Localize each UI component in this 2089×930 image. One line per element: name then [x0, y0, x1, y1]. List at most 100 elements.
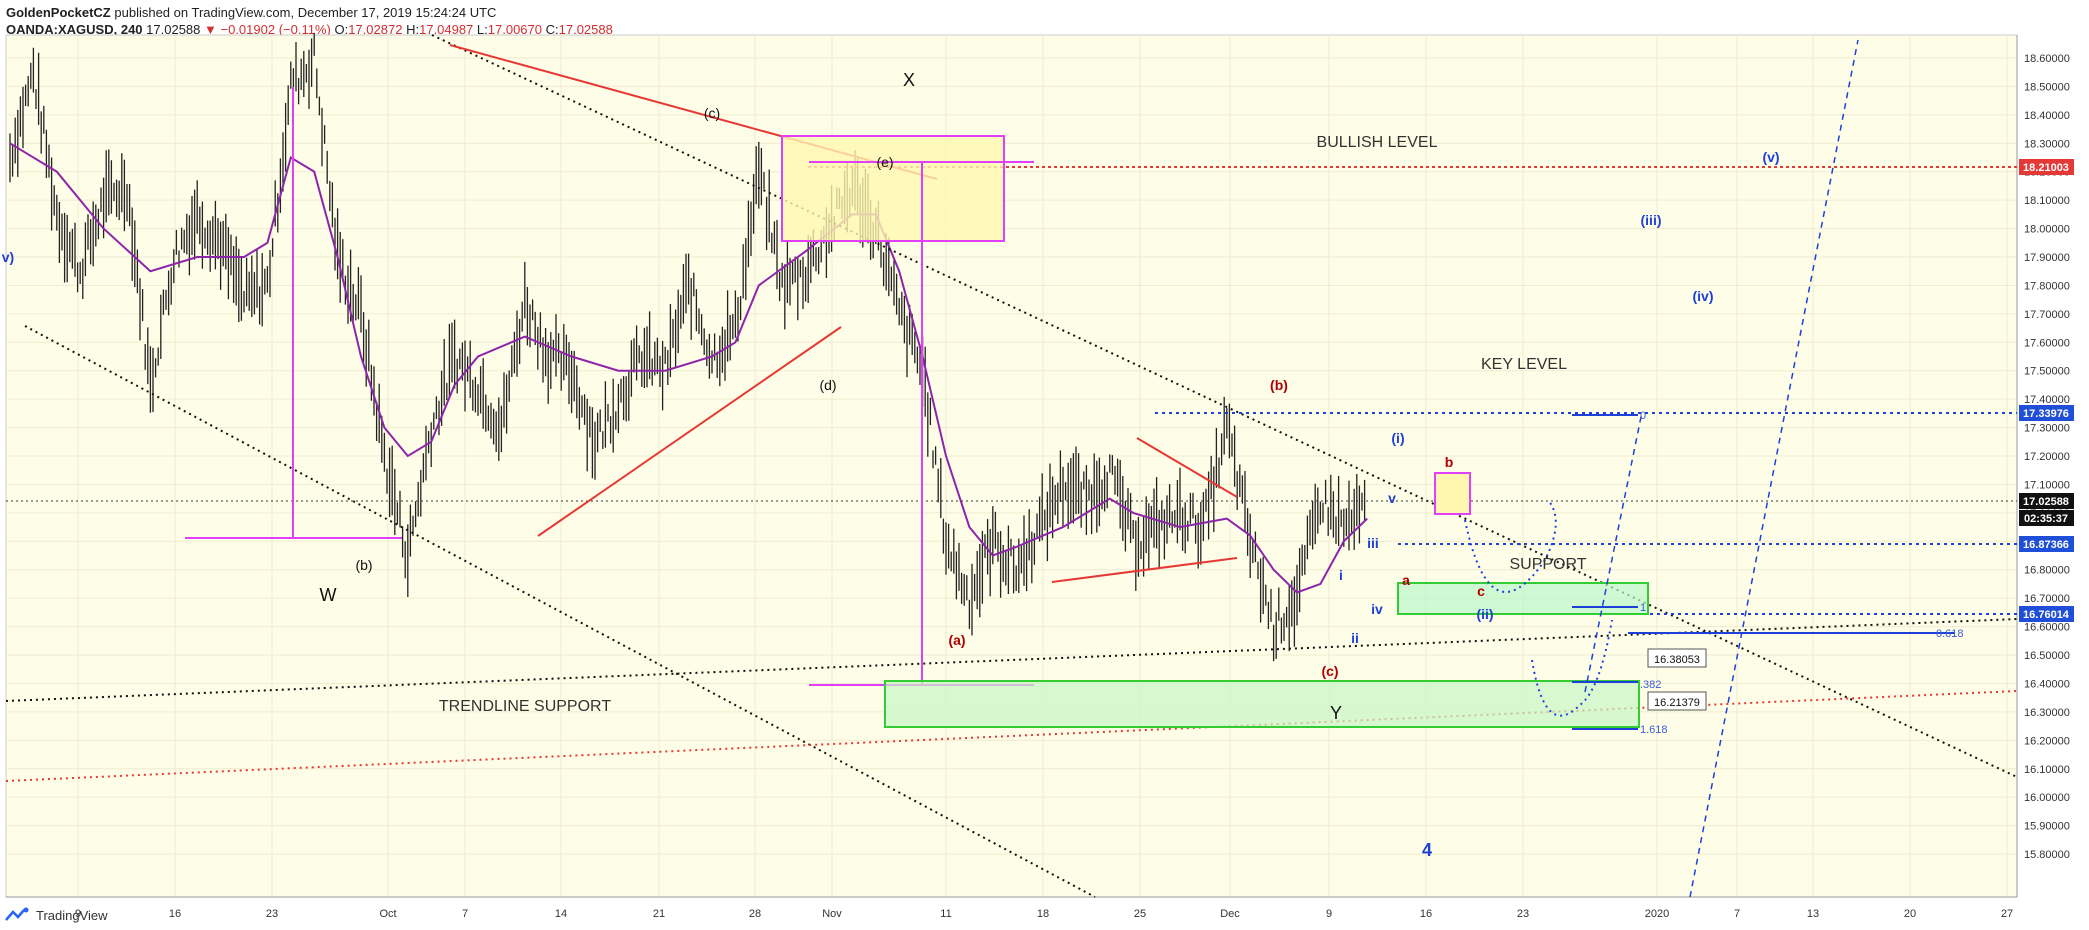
x-tick-label: 2020 [1645, 908, 1669, 920]
ohlc-close: C:17.02588 [545, 22, 613, 37]
y-tick-label: 17.40000 [2024, 394, 2070, 406]
publish-info: published on TradingView.com, December 1… [114, 5, 497, 20]
publish-header: GoldenPocketCZ published on TradingView.… [6, 5, 496, 20]
tradingview-logo-icon [5, 907, 29, 921]
red-trendline [1136, 437, 1238, 498]
y-tick-label: 17.70000 [2024, 309, 2070, 321]
y-tick-label: 16.80000 [2024, 565, 2070, 577]
y-tick-label: 17.90000 [2024, 252, 2070, 264]
wave-label: v) [2, 249, 14, 265]
y-tick-label: 17.80000 [2024, 280, 2070, 292]
x-tick-label: 27 [2001, 908, 2013, 920]
price-label-bg [2019, 536, 2074, 552]
wave-label: (iv) [1693, 288, 1714, 304]
tradingview-footer: TradingView [4, 907, 108, 923]
tradingview-brand: TradingView [36, 907, 108, 923]
fib-label: .382 [1640, 679, 1661, 691]
y-tick-label: 16.40000 [2024, 678, 2070, 690]
moving-average-line [9, 142, 1368, 594]
y-tick-label: 15.90000 [2024, 821, 2070, 833]
ohlc-low: L:17.00670 [476, 22, 542, 37]
y-tick-label: 17.60000 [2024, 337, 2070, 349]
y-tick-label: 18.00000 [2024, 224, 2070, 236]
x-tick-label: Oct [379, 908, 396, 920]
y-tick-label: 17.50000 [2024, 366, 2070, 378]
wave-label: (b) [355, 557, 372, 573]
zone-label: BULLISH LEVEL [1317, 134, 1438, 151]
wave-label: (c) [1321, 663, 1338, 679]
grid-lines [6, 35, 2017, 897]
fib-label: 1 [1640, 602, 1646, 614]
fib-label: 16.21379 [1654, 697, 1700, 709]
fib-callout-box [1647, 648, 1707, 668]
wave-label: (v) [1762, 149, 1779, 165]
x-tick-label: 14 [555, 908, 567, 920]
wave-label: (c) [704, 105, 720, 121]
wave-label: W [320, 585, 337, 605]
x-tick-label: 7 [1734, 908, 1740, 920]
fib-label: 1.618 [1640, 724, 1668, 736]
red-trendline [537, 326, 842, 537]
zone-label: KEY LEVEL [1481, 356, 1567, 373]
projection-line-c [1584, 411, 1643, 693]
wave-label: (i) [1391, 430, 1404, 446]
x-tick-label: 28 [749, 908, 761, 920]
x-tick-label: 25 [1134, 908, 1146, 920]
wave-label: (iii) [1641, 212, 1662, 228]
y-tick-label: 18.60000 [2024, 53, 2070, 65]
wave-label: b [1445, 454, 1454, 470]
wave-label: (b) [1270, 377, 1288, 393]
fib-callout-box [1647, 691, 1707, 711]
last-price: 17.02588 [146, 22, 201, 37]
wave-label: a [1402, 572, 1410, 588]
x-tick-label: 9 [75, 908, 81, 920]
x-tick-label: 20 [1904, 908, 1916, 920]
y-tick-label: 15.80000 [2024, 849, 2070, 861]
lower-channel-trendline [24, 325, 1096, 898]
wave-label: X [903, 70, 915, 90]
price-label: 18.21003 [2023, 162, 2069, 174]
x-tick-label: 23 [1517, 908, 1529, 920]
red-trendline [1051, 557, 1238, 583]
x-tick-label: 13 [1807, 908, 1819, 920]
wave-b-box [1434, 472, 1471, 515]
author-name: GoldenPocketCZ [6, 5, 111, 20]
price-label-bg [2019, 493, 2074, 509]
wave-label: 4 [1422, 840, 1432, 860]
x-tick-label: Dec [1220, 908, 1240, 920]
price-label-bg [2019, 606, 2074, 622]
plot-background [5, 34, 2018, 898]
ohlc-header: OANDA:XAGUSD, 240 17.02588 ▼ −0.01902 (−… [6, 22, 613, 37]
y-tick-label: 16.30000 [2024, 707, 2070, 719]
price-label-bg [2019, 510, 2074, 526]
y-tick-label: 16.00000 [2024, 792, 2070, 804]
x-tick-label: 18 [1037, 908, 1049, 920]
y-tick-label: 18.40000 [2024, 110, 2070, 122]
fib-label: 0.618 [1936, 628, 1964, 640]
y-tick-label: 16.70000 [2024, 593, 2070, 605]
descending-trendline [431, 34, 2018, 778]
x-tick-label: 7 [462, 908, 468, 920]
y-tick-label: 17.30000 [2024, 423, 2070, 435]
wave-label: iv [1371, 601, 1383, 617]
wave-label: (e) [876, 154, 893, 170]
y-tick-label: 16.20000 [2024, 735, 2070, 747]
price-label: 16.87366 [2023, 539, 2069, 551]
y-tick-label: 18.10000 [2024, 195, 2070, 207]
price-label-bg [2019, 159, 2074, 175]
x-tick-label: 16 [169, 908, 181, 920]
y-tick-label: 17.10000 [2024, 479, 2070, 491]
x-tick-label: 23 [266, 908, 278, 920]
consolidation-box [781, 135, 1005, 242]
ohlc-high: H:17.04987 [406, 22, 474, 37]
wave-label: ii [1351, 630, 1359, 646]
price-label-bg [2019, 405, 2074, 421]
projection-path-a [1464, 499, 1557, 593]
fib-label: 16.38053 [1654, 654, 1700, 666]
wave-label: Y [1330, 703, 1342, 723]
zone-label: TRENDLINE SUPPORT [439, 698, 611, 715]
y-tick-label: 17.20000 [2024, 451, 2070, 463]
price-label: 17.33976 [2023, 408, 2069, 420]
price-change: ▼ −0.01902 (−0.11%) [204, 22, 331, 37]
